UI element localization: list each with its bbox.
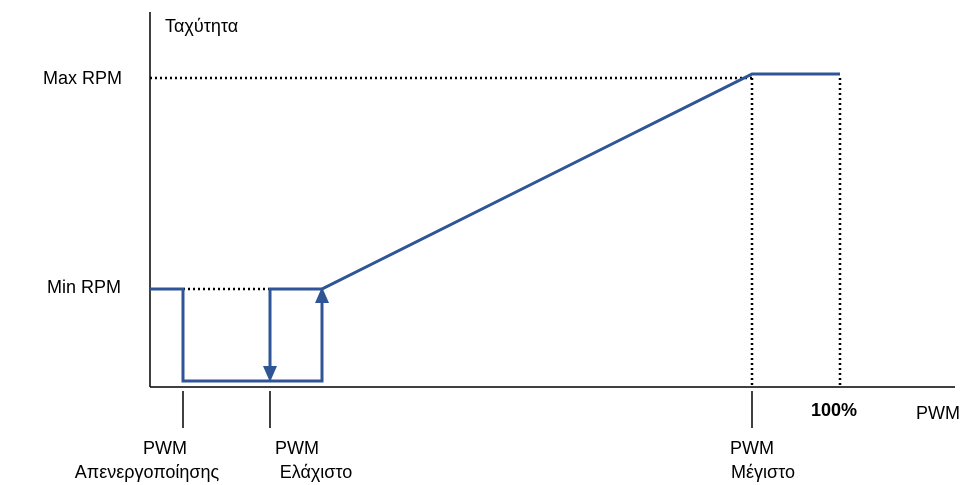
fan-curve-ramp — [321, 72, 840, 291]
y-axis-label: Ταχύτητα — [165, 16, 238, 36]
down-arrow-head — [263, 366, 277, 382]
pwm-max-label-line1: PWM — [730, 438, 774, 458]
max-rpm-label: Max RPM — [43, 68, 122, 88]
pwm-min-label-line2: Ελάχιστο — [280, 462, 353, 482]
pwm-off-label-line1: PWM — [143, 438, 187, 458]
pwm-max-label-line2: Μέγιστο — [731, 462, 795, 482]
fan-curve-start — [150, 287, 324, 383]
min-rpm-label: Min RPM — [47, 277, 121, 297]
hundred-percent-label: 100% — [811, 400, 857, 420]
pwm-off-label-line2: Απενεργοποίησης — [75, 462, 220, 482]
hysteresis-path — [268, 287, 322, 368]
up-arrow-head — [315, 287, 329, 303]
pwm-min-label-line1: PWM — [275, 438, 319, 458]
x-axis-label: PWM — [916, 403, 960, 423]
